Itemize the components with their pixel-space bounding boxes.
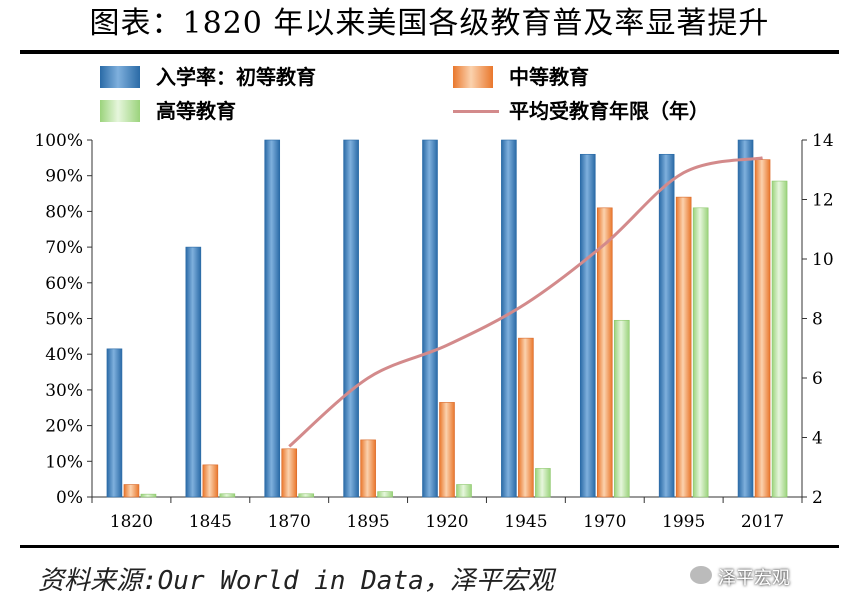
bar-primary bbox=[658, 153, 675, 498]
bar-tertiary bbox=[692, 207, 709, 498]
y2-tick-label: 10 bbox=[812, 250, 834, 270]
bottom-rule bbox=[20, 545, 839, 548]
y2-tick-label: 4 bbox=[812, 429, 823, 449]
x-tick-label: 1920 bbox=[425, 512, 468, 532]
y-tick-label: 90% bbox=[45, 167, 83, 187]
tick-labels: 0% 10% 20% 30% 40% 50% 60% 70% 80% 90% 100% 2 4 6 8 10 1… bbox=[34, 131, 833, 532]
bar-primary bbox=[579, 153, 596, 498]
enrollment-chart: 0% 10% 20% 30% 40% 50% 60% 70% 80% 90% 100% 2 4 6 8 10 1… bbox=[34, 131, 833, 532]
source-note: 资料来源:Our World in Data，泽平宏观 bbox=[38, 566, 554, 596]
y-tick-label: 50% bbox=[45, 310, 83, 330]
legend-label-primary: 入学率：初等教育 bbox=[156, 65, 316, 89]
legend-swatch-secondary bbox=[453, 66, 493, 88]
y2-tick-label: 2 bbox=[812, 488, 823, 508]
legend-swatch-tertiary bbox=[100, 100, 140, 122]
y-tick-label: 20% bbox=[45, 417, 83, 437]
y2-tick-label: 14 bbox=[812, 131, 834, 151]
bar-secondary bbox=[360, 439, 376, 498]
bar-tertiary bbox=[613, 319, 630, 498]
legend-item-tertiary: 高等教育 bbox=[100, 98, 350, 124]
bar-secondary bbox=[518, 337, 534, 498]
x-tick-label: 1870 bbox=[268, 512, 311, 532]
years-line bbox=[288, 156, 763, 448]
bar-primary bbox=[422, 139, 438, 498]
top-rule bbox=[20, 50, 839, 54]
bar-tertiary bbox=[298, 493, 315, 498]
legend-line-years bbox=[453, 110, 499, 113]
y2-tick-label: 8 bbox=[812, 310, 823, 330]
chart-title: 图表：1820 年以来美国各级教育普及率显著提升 bbox=[89, 6, 770, 41]
y-tick-label: 80% bbox=[45, 202, 83, 222]
x-tick-label: 1895 bbox=[346, 512, 389, 532]
bar-tertiary bbox=[377, 491, 393, 498]
x-tick-label: 1820 bbox=[110, 512, 153, 532]
y-tick-label: 60% bbox=[45, 274, 83, 294]
legend-swatch-primary bbox=[100, 66, 140, 88]
bar-primary bbox=[264, 139, 281, 498]
x-tick-label: 1995 bbox=[662, 512, 705, 532]
bar-tertiary bbox=[535, 468, 551, 498]
bar-secondary bbox=[439, 402, 455, 498]
bar-secondary bbox=[281, 448, 298, 498]
x-tick-label: 1970 bbox=[583, 512, 626, 532]
bar-tertiary bbox=[140, 493, 157, 498]
y-tick-label: 30% bbox=[45, 381, 83, 401]
y-tick-label: 70% bbox=[45, 238, 83, 258]
legend-label-tertiary: 高等教育 bbox=[156, 99, 236, 123]
y2-tick-label: 6 bbox=[812, 369, 823, 389]
bar-primary bbox=[106, 348, 123, 498]
legend-item-primary: 入学率：初等教育 bbox=[100, 64, 430, 90]
y-tick-label: 0% bbox=[56, 488, 83, 508]
bar-secondary bbox=[754, 159, 771, 498]
legend-label-years: 平均受教育年限（年） bbox=[509, 99, 709, 123]
x-tick-label: 2017 bbox=[741, 512, 784, 532]
y-tick-label: 10% bbox=[45, 452, 83, 472]
bar-secondary bbox=[202, 464, 219, 498]
bar-primary bbox=[737, 139, 754, 498]
bar-secondary bbox=[675, 196, 692, 498]
wechat-icon bbox=[690, 566, 712, 584]
bar-secondary bbox=[123, 484, 140, 498]
legend-label-secondary: 中等教育 bbox=[509, 65, 589, 89]
y-tick-label: 40% bbox=[45, 345, 83, 365]
bar-secondary bbox=[596, 207, 613, 498]
bars bbox=[106, 139, 788, 498]
y2-tick-label: 12 bbox=[812, 191, 834, 211]
x-tick-label: 1845 bbox=[189, 512, 232, 532]
bar-primary bbox=[185, 246, 202, 498]
legend-item-secondary: 中等教育 bbox=[453, 64, 703, 90]
bar-primary bbox=[343, 139, 359, 498]
x-tick-label: 1945 bbox=[504, 512, 547, 532]
bar-tertiary bbox=[771, 180, 788, 498]
legend-item-years: 平均受教育年限（年） bbox=[453, 98, 783, 124]
bar-primary bbox=[501, 139, 517, 498]
watermark: 泽平宏观 bbox=[718, 568, 790, 589]
bar-tertiary bbox=[219, 493, 236, 498]
bar-tertiary bbox=[456, 484, 472, 498]
y-tick-label: 100% bbox=[34, 131, 83, 151]
